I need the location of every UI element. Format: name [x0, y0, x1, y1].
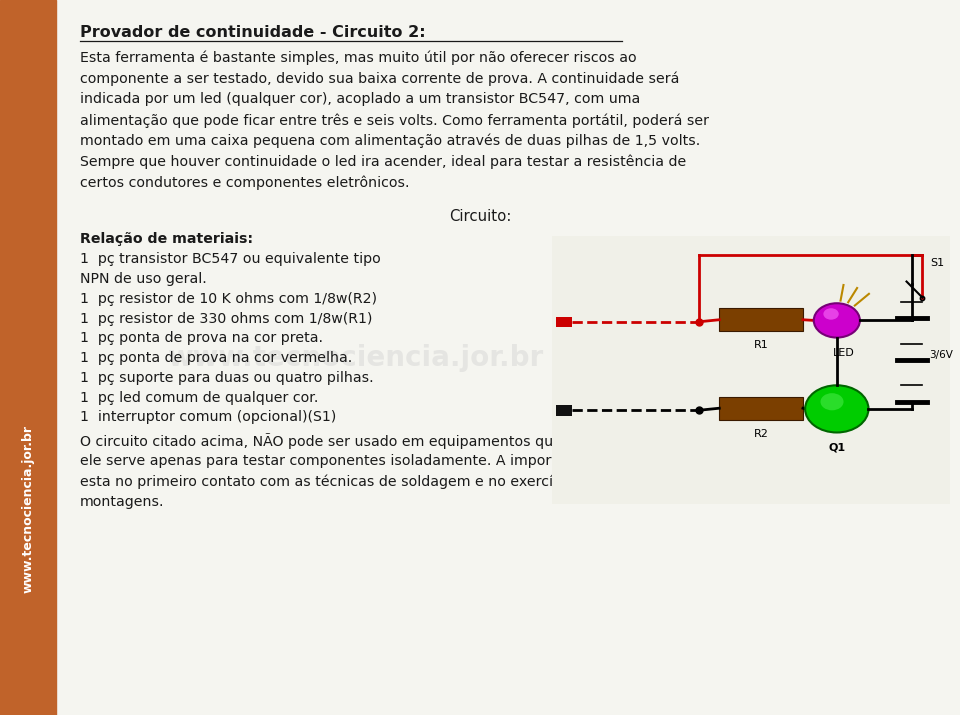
Text: alimentação que pode ficar entre três e seis volts. Como ferramenta portátil, po: alimentação que pode ficar entre três e … [80, 113, 708, 127]
Text: certos condutores e componentes eletrônicos.: certos condutores e componentes eletrôni… [80, 175, 409, 190]
Text: www.tecnociencia.jor.br: www.tecnociencia.jor.br [167, 343, 543, 372]
Text: R2: R2 [754, 429, 769, 439]
Text: O circuito citado acima, NÃO pode ser usado em equipamentos que possuam corrente: O circuito citado acima, NÃO pode ser us… [80, 433, 699, 449]
Text: www.tecnociencia.jor.br: www.tecnociencia.jor.br [21, 425, 35, 593]
Bar [719, 308, 803, 331]
Text: Circuito:: Circuito: [448, 209, 511, 224]
Text: 1  pç suporte para duas ou quatro pilhas.: 1 pç suporte para duas ou quatro pilhas. [80, 371, 373, 385]
Text: 1  interruptor comum (opcional)(S1): 1 interruptor comum (opcional)(S1) [80, 410, 336, 424]
Text: componente a ser testado, devido sua baixa corrente de prova. A continuidade ser: componente a ser testado, devido sua bai… [80, 72, 679, 86]
Bar [556, 317, 572, 327]
Text: Provador de continuidade - Circuito 2:: Provador de continuidade - Circuito 2: [80, 25, 425, 40]
Text: S1: S1 [930, 258, 945, 267]
Circle shape [824, 308, 839, 320]
Text: NPN de uso geral.: NPN de uso geral. [80, 272, 206, 286]
Bar [556, 405, 572, 416]
Text: 1  pç ponta de prova na cor preta.: 1 pç ponta de prova na cor preta. [80, 331, 323, 345]
Text: 1  pç ponta de prova na cor vermelha.: 1 pç ponta de prova na cor vermelha. [80, 351, 352, 365]
Circle shape [805, 385, 869, 433]
Text: Sempre que houver continuidade o led ira acender, ideal para testar a resistênci: Sempre que houver continuidade o led ira… [80, 154, 686, 169]
Text: esta no primeiro contato com as técnicas de soldagem e no exercício para a práti: esta no primeiro contato com as técnicas… [80, 475, 700, 489]
Circle shape [814, 303, 860, 337]
Text: R1: R1 [754, 340, 769, 350]
Text: Q1: Q1 [828, 443, 846, 453]
Text: 3/6V: 3/6V [929, 350, 953, 360]
Text: montado em uma caixa pequena com alimentação através de duas pilhas de 1,5 volts: montado em uma caixa pequena com aliment… [80, 134, 700, 148]
Text: 1  pç transistor BC547 ou equivalente tipo: 1 pç transistor BC547 ou equivalente tip… [80, 252, 380, 267]
Text: ele serve apenas para testar componentes isoladamente. A importância da montagem: ele serve apenas para testar componentes… [80, 454, 699, 468]
Text: 1  pç resistor de 330 ohms com 1/8w(R1): 1 pç resistor de 330 ohms com 1/8w(R1) [80, 312, 372, 325]
Circle shape [821, 393, 844, 410]
Bar [0, 0, 56, 715]
Text: 1  pç resistor de 10 K ohms com 1/8w(R2): 1 pç resistor de 10 K ohms com 1/8w(R2) [80, 292, 376, 306]
Text: 1  pç led comum de qualquer cor.: 1 pç led comum de qualquer cor. [80, 390, 318, 405]
Text: Relação de materiais:: Relação de materiais: [80, 232, 252, 246]
Bar [552, 236, 950, 504]
Text: LED: LED [832, 347, 854, 358]
Bar [719, 397, 803, 420]
Text: Esta ferramenta é bastante simples, mas muito útil por não oferecer riscos ao: Esta ferramenta é bastante simples, mas … [80, 51, 636, 65]
Text: indicada por um led (qualquer cor), acoplado a um transistor BC547, com uma: indicada por um led (qualquer cor), acop… [80, 92, 640, 107]
Text: montagens.: montagens. [80, 495, 164, 509]
